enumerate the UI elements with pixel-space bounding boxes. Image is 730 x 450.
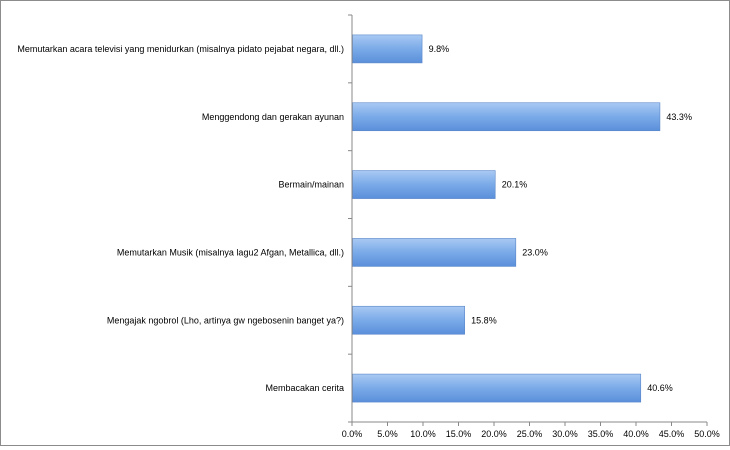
data-label: 9.8% <box>429 44 450 54</box>
bar <box>352 238 517 267</box>
x-tick-label: 25.0% <box>517 429 543 439</box>
category-label: Memutarkan Musik (misalnya lagu2 Afgan, … <box>117 247 344 257</box>
x-tick-label: 10.0% <box>410 429 436 439</box>
category-label: Membacakan cerita <box>265 383 344 393</box>
x-tick-label: 20.0% <box>481 429 507 439</box>
data-label: 20.1% <box>502 180 528 190</box>
axis-layer <box>348 14 708 426</box>
category-label: Bermain/mainan <box>278 180 344 190</box>
category-label: Mengajak ngobrol (Lho, artinya gw ngebos… <box>107 315 344 325</box>
bar <box>352 102 661 132</box>
bar <box>352 305 465 335</box>
category-label: Memutarkan acara televisi yang menidurka… <box>17 44 344 54</box>
x-tick-label: 35.0% <box>588 429 614 439</box>
labels-layer: 0.0% 5.0% 10.0% 15.0% 20.0% 25.0% 30.0% 35.0% 40… <box>17 44 719 439</box>
bar <box>352 170 496 199</box>
data-label: 40.6% <box>647 383 673 393</box>
x-tick-label: 45.0% <box>659 429 685 439</box>
bar <box>352 373 642 403</box>
x-tick-label: 0.0% <box>342 429 363 439</box>
data-label: 15.8% <box>471 315 497 325</box>
bar <box>352 34 423 64</box>
data-label: 43.3% <box>666 112 692 122</box>
x-tick-label: 5.0% <box>377 429 398 439</box>
category-label: Menggendong dan gerakan ayunan <box>202 112 344 122</box>
x-tick-label: 15.0% <box>446 429 472 439</box>
x-tick-label: 30.0% <box>552 429 578 439</box>
x-tick-label: 50.0% <box>694 429 720 439</box>
data-label: 23.0% <box>522 247 548 257</box>
bars-layer <box>352 34 661 403</box>
x-tick-label: 40.0% <box>623 429 649 439</box>
